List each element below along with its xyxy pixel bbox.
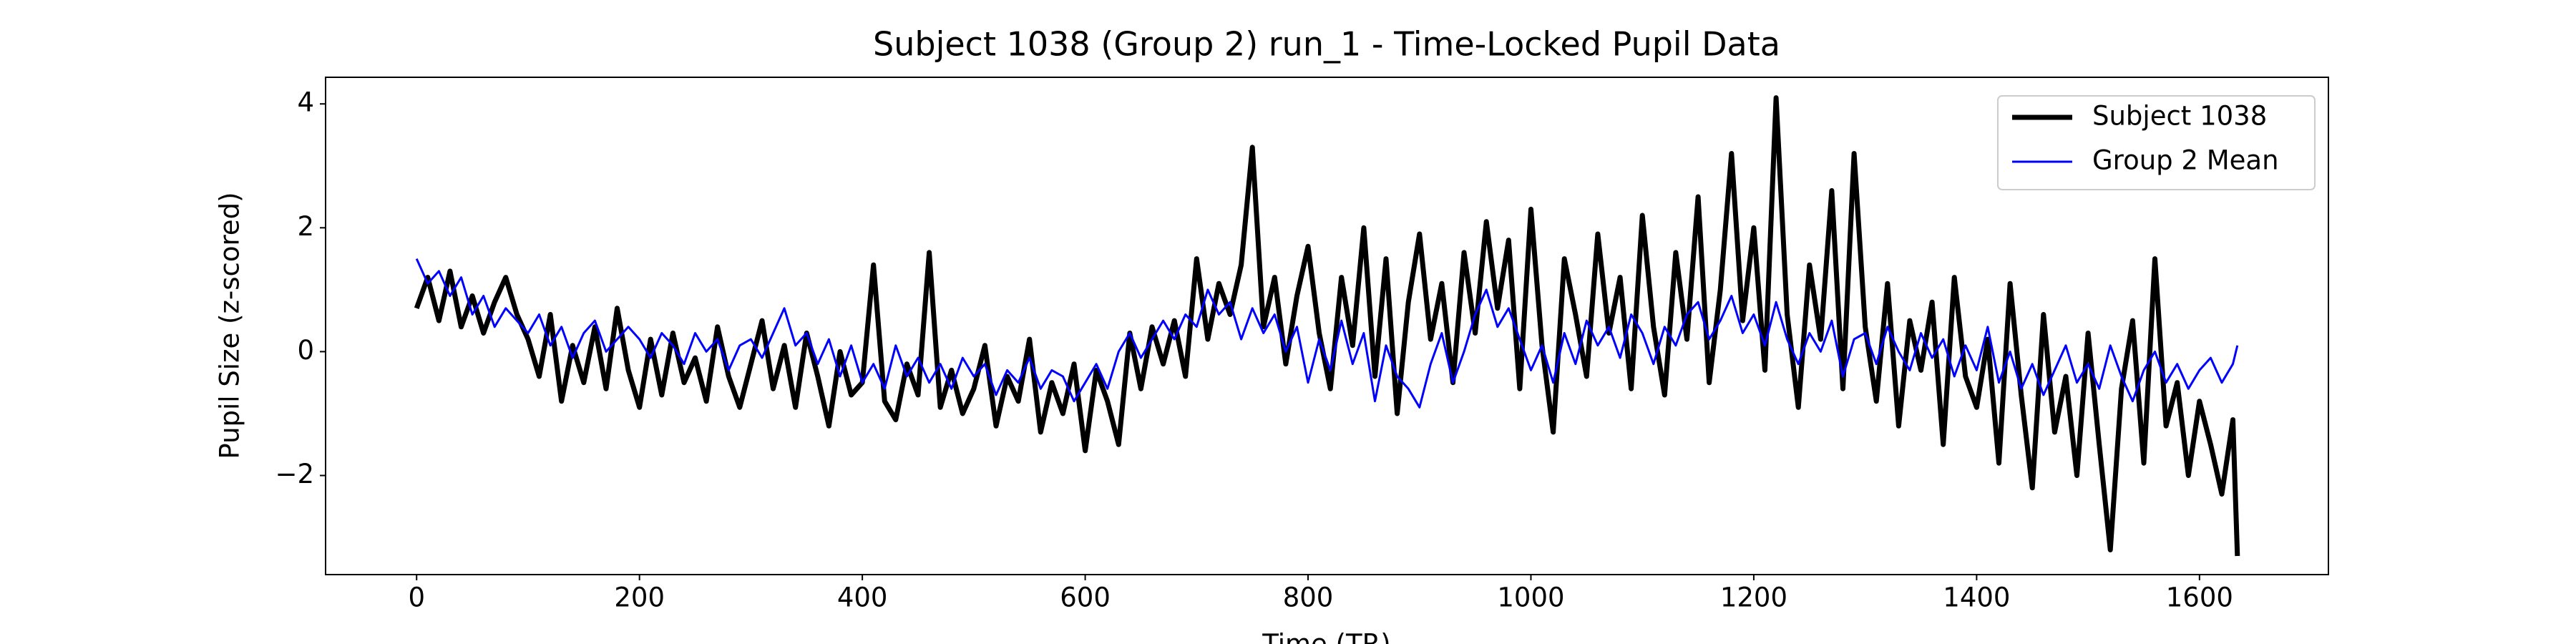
legend-label: Subject 1038: [2092, 101, 2267, 132]
series-line: [415, 258, 2239, 409]
series-line: [414, 95, 2240, 557]
x-axis-label: Time (TR): [1262, 629, 1391, 644]
chart-title: Subject 1038 (Group 2) run_1 - Time-Lock…: [873, 25, 1780, 64]
y-tick-label: −2: [275, 459, 314, 489]
legend-box: [1997, 95, 2316, 190]
x-tick-label: 600: [1060, 582, 1111, 613]
x-tick-label: 400: [837, 582, 888, 613]
plot-frame: [325, 77, 2329, 575]
x-tick-label: 1600: [2166, 582, 2233, 613]
x-tick-label: 1000: [1497, 582, 1564, 613]
legend-label: Group 2 Mean: [2092, 145, 2279, 176]
y-tick-label: 2: [297, 211, 314, 242]
x-tick-label: 0: [408, 582, 425, 613]
x-tick-label: 1400: [1943, 582, 2010, 613]
y-tick-label: 0: [297, 335, 314, 366]
x-tick-label: 1200: [1720, 582, 1787, 613]
x-tick-label: 200: [614, 582, 665, 613]
x-tick-label: 800: [1283, 582, 1334, 613]
y-axis-label: Pupil Size (z-scored): [215, 192, 245, 459]
y-tick-label: 4: [297, 87, 314, 118]
